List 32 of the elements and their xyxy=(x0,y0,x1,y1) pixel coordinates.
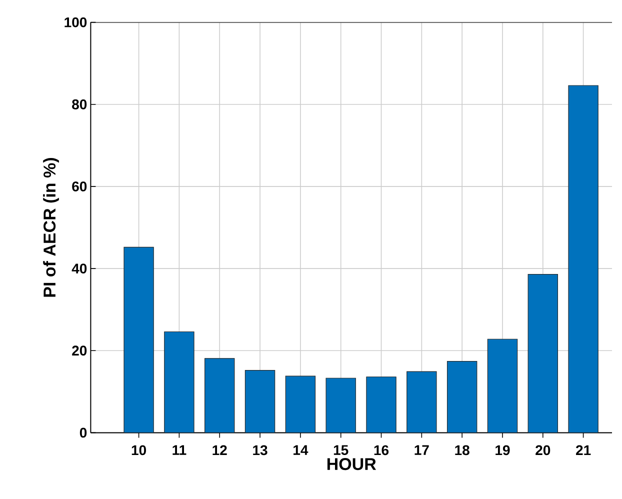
bar xyxy=(164,331,194,433)
y-tick-label: 80 xyxy=(72,99,87,110)
bar xyxy=(244,370,276,433)
bar xyxy=(326,378,356,433)
bar xyxy=(204,358,235,433)
x-tick-label: 13 xyxy=(253,445,268,456)
y-tick-label: 60 xyxy=(72,181,87,192)
y-axis-title: PI of AECR (in %) xyxy=(43,158,59,297)
x-tick-label: 21 xyxy=(576,445,591,456)
y-tick-label: 0 xyxy=(80,428,87,438)
y-tick-label: 40 xyxy=(72,264,87,274)
bar xyxy=(285,376,316,433)
x-tick-label: 20 xyxy=(536,445,550,456)
x-tick-label: 18 xyxy=(455,445,470,456)
bar xyxy=(406,371,437,433)
bar xyxy=(366,376,396,433)
bar xyxy=(487,338,518,433)
x-tick-label: 15 xyxy=(334,445,348,456)
bar xyxy=(528,274,558,433)
bar xyxy=(446,360,478,433)
x-axis-title: HOUR xyxy=(327,458,376,470)
x-tick-label: 16 xyxy=(374,445,389,456)
y-tick-label: 20 xyxy=(72,346,87,356)
x-tick-label: 17 xyxy=(414,445,429,455)
x-tick-label: 19 xyxy=(496,445,510,456)
x-tick-label: 10 xyxy=(132,445,146,456)
y-tick-label: 100 xyxy=(64,17,87,28)
x-tick-label: 11 xyxy=(172,445,186,455)
x-tick-label: 14 xyxy=(294,445,308,455)
bar xyxy=(124,246,154,433)
x-tick-label: 12 xyxy=(212,445,227,456)
bar xyxy=(568,85,598,433)
